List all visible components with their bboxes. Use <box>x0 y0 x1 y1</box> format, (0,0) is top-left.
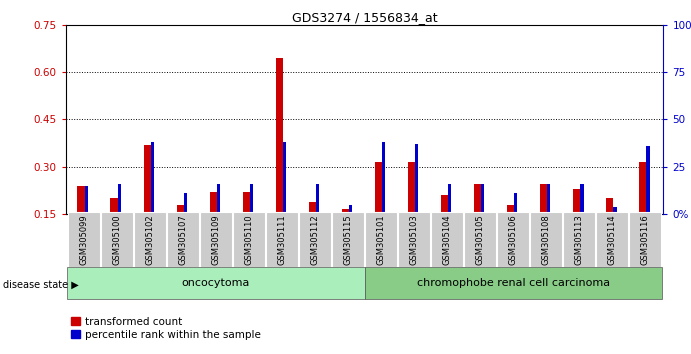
Bar <box>507 205 514 214</box>
Text: GSM305108: GSM305108 <box>542 215 551 265</box>
Text: GSM305100: GSM305100 <box>113 215 122 265</box>
Bar <box>639 162 646 214</box>
Text: GSM305102: GSM305102 <box>145 215 154 265</box>
Bar <box>646 146 650 214</box>
Bar <box>474 184 481 214</box>
Text: GSM305110: GSM305110 <box>245 215 254 265</box>
Bar <box>441 195 448 214</box>
Bar <box>365 212 397 267</box>
Bar <box>111 198 117 214</box>
Bar <box>349 205 352 214</box>
Bar <box>67 267 365 299</box>
Text: GSM305112: GSM305112 <box>310 215 319 265</box>
Bar <box>498 212 529 267</box>
Bar <box>101 212 133 267</box>
Bar <box>530 212 562 267</box>
Bar <box>68 212 100 267</box>
Bar <box>540 184 547 214</box>
Bar <box>415 144 418 214</box>
Text: GSM305109: GSM305109 <box>211 215 220 265</box>
Bar <box>630 212 661 267</box>
Bar <box>77 186 84 214</box>
Bar <box>481 184 484 214</box>
Bar <box>309 201 316 214</box>
Bar <box>266 212 298 267</box>
Bar <box>176 205 184 214</box>
Text: GSM305111: GSM305111 <box>278 215 287 265</box>
Bar <box>250 184 254 214</box>
Bar <box>431 212 463 267</box>
Text: GSM305107: GSM305107 <box>178 215 187 265</box>
Bar <box>547 184 551 214</box>
Bar <box>580 184 583 214</box>
Bar <box>614 207 616 214</box>
Text: GSM305106: GSM305106 <box>509 215 518 265</box>
Bar <box>573 189 580 214</box>
Bar <box>209 192 217 214</box>
Bar <box>341 210 349 214</box>
Bar <box>332 212 364 267</box>
Bar <box>408 162 415 214</box>
Bar <box>217 184 220 214</box>
Title: GDS3274 / 1556834_at: GDS3274 / 1556834_at <box>292 11 437 24</box>
Text: GSM305116: GSM305116 <box>641 215 650 265</box>
Bar <box>118 184 121 214</box>
Bar <box>276 58 283 214</box>
Text: disease state ▶: disease state ▶ <box>3 280 79 290</box>
Text: GSM305099: GSM305099 <box>79 215 88 265</box>
Bar <box>144 145 151 214</box>
Bar <box>365 267 662 299</box>
Text: GSM305104: GSM305104 <box>442 215 451 265</box>
Text: chromophobe renal cell carcinoma: chromophobe renal cell carcinoma <box>417 278 609 288</box>
Legend: transformed count, percentile rank within the sample: transformed count, percentile rank withi… <box>71 317 261 340</box>
Bar <box>184 193 187 214</box>
Bar <box>382 142 386 214</box>
Bar <box>563 212 595 267</box>
Bar <box>398 212 430 267</box>
Bar <box>134 212 166 267</box>
Bar <box>85 186 88 214</box>
Bar <box>375 162 382 214</box>
Bar <box>464 212 496 267</box>
Bar <box>283 142 286 214</box>
Text: GSM305114: GSM305114 <box>607 215 616 265</box>
Bar <box>200 212 231 267</box>
Bar <box>596 212 628 267</box>
Bar <box>316 184 319 214</box>
Bar <box>514 193 518 214</box>
Bar <box>151 142 154 214</box>
Text: oncocytoma: oncocytoma <box>182 278 250 288</box>
Bar <box>606 198 613 214</box>
Text: GSM305113: GSM305113 <box>575 215 584 265</box>
Bar <box>243 192 249 214</box>
Bar <box>448 184 451 214</box>
Text: GSM305105: GSM305105 <box>475 215 484 265</box>
Text: GSM305115: GSM305115 <box>343 215 352 265</box>
Bar <box>299 212 331 267</box>
Text: GSM305101: GSM305101 <box>377 215 386 265</box>
Text: GSM305103: GSM305103 <box>410 215 419 265</box>
Bar <box>167 212 199 267</box>
Bar <box>233 212 265 267</box>
